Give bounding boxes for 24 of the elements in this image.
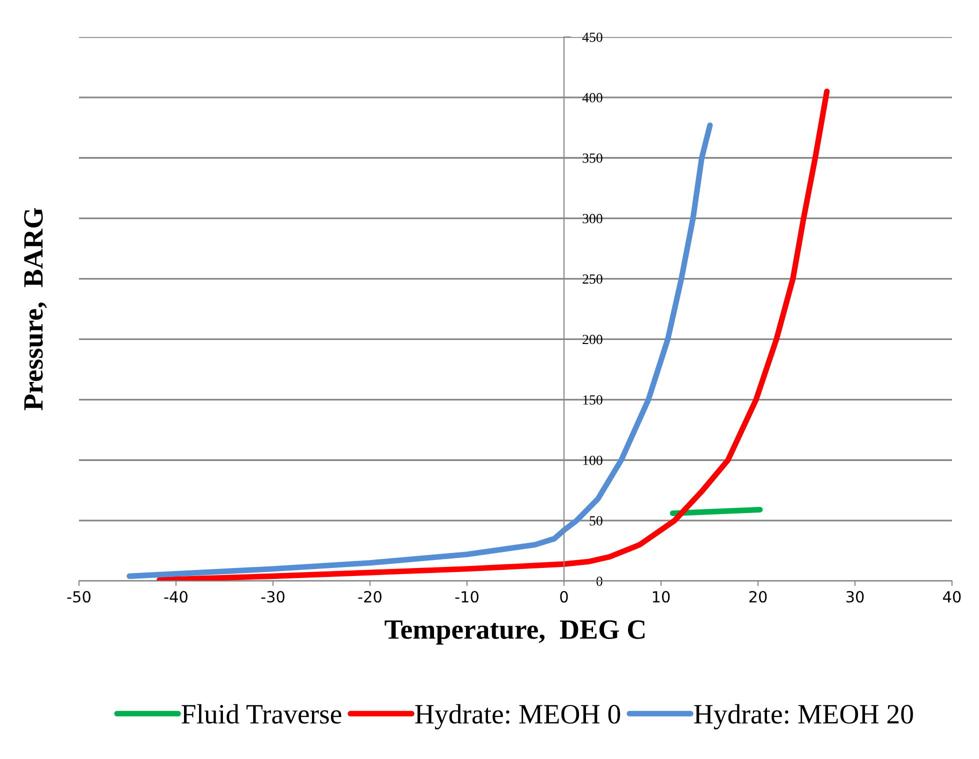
x-tick-label: 20: [749, 590, 767, 603]
y-axis-title: Pressure, BARG: [24, 208, 47, 410]
y-tick-label: 350: [582, 153, 602, 163]
x-tick-label: 10: [652, 590, 670, 603]
y-tick-label: 150: [583, 395, 602, 405]
x-tick-label: 30: [846, 590, 864, 603]
legend-label: Hydrate: MEOH 0: [415, 704, 620, 730]
y-tick-label: 50: [590, 516, 602, 526]
y-tick-label: 200: [582, 334, 602, 344]
x-tick-label: 0: [560, 590, 568, 603]
x-tick-label: -30: [261, 590, 284, 603]
legend-label: Hydrate: MEOH 20: [694, 704, 913, 730]
y-tick-label: 100: [583, 456, 602, 466]
x-tick-label: -50: [67, 590, 90, 603]
x-tick-label: -40: [164, 590, 188, 603]
x-tick-label: -10: [455, 590, 478, 603]
x-tick-label: 40: [943, 590, 961, 603]
y-tick-label: 250: [582, 274, 602, 284]
y-tick-label: 300: [582, 214, 602, 224]
x-axis-title: Temperature, DEG C: [384, 620, 645, 645]
x-tick-label: -20: [358, 590, 382, 603]
legend-label: Fluid Traverse: [182, 704, 342, 724]
y-tick-label: 450: [582, 32, 602, 42]
y-tick-label: 400: [582, 93, 602, 102]
